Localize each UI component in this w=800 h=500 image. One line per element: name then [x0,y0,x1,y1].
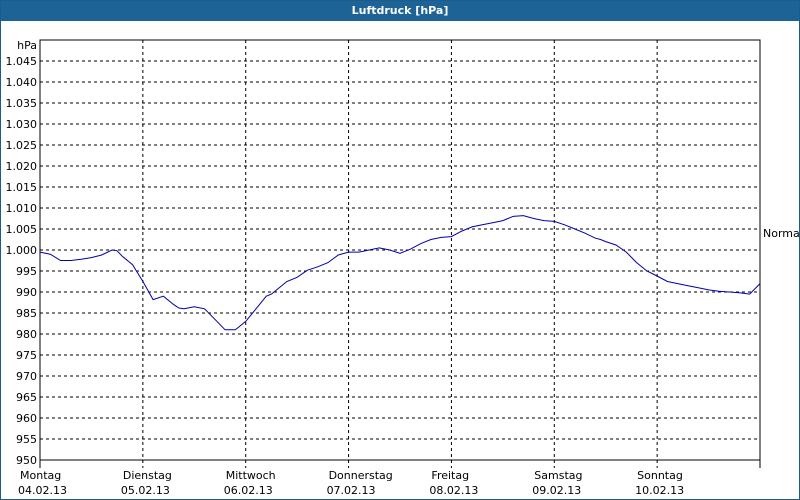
x-tick-day-label: Sonntag [637,469,683,482]
x-tick-date-label: 08.02.13 [429,484,478,497]
y-tick-label: 950 [16,454,37,467]
x-tick-date-label: 06.02.13 [224,484,273,497]
x-tick-date-label: 07.02.13 [327,484,376,497]
y-tick-label: 1.005 [6,223,38,236]
y-tick-label: 1.045 [6,55,38,68]
y-tick-label: 1.040 [6,76,38,89]
chart-title: Luftdruck [hPa] [1,1,799,21]
pressure-line [39,215,761,331]
x-tick-day-label: Montag [20,469,61,482]
x-tick-day-label: Samstag [534,469,582,482]
y-tick-label: 975 [16,349,37,362]
x-tick-date-label: 04.02.13 [18,484,67,497]
plot-frame [39,39,761,461]
y-tick-label: 990 [16,286,37,299]
y-tick-label: 965 [16,391,37,404]
y-tick-label: 960 [16,412,37,425]
y-tick-label: 1.020 [6,160,38,173]
reference-label-normal: Normal [763,227,800,240]
x-tick-day-label: Dienstag [123,469,172,482]
x-tick-day-label: Freitag [431,469,469,482]
y-tick-label: 1.000 [6,244,38,257]
y-axis-label: hPa [17,39,37,52]
y-tick-label: 1.025 [6,139,38,152]
x-tick-date-label: 05.02.13 [121,484,170,497]
y-tick-label: 1.030 [6,118,38,131]
x-tick-day-label: Donnerstag [329,469,393,482]
y-tick-label: 1.010 [6,202,38,215]
y-tick-label: 1.035 [6,97,38,110]
y-tick-label: 985 [16,307,37,320]
x-tick-day-label: Mittwoch [226,469,276,482]
y-tick-label: 955 [16,433,37,446]
y-tick-label: 980 [16,328,37,341]
y-tick-label: 970 [16,370,37,383]
y-tick-label: 1.015 [6,181,38,194]
x-tick-date-label: 09.02.13 [532,484,581,497]
y-tick-label: 995 [16,265,37,278]
x-tick-date-label: 10.02.13 [635,484,684,497]
